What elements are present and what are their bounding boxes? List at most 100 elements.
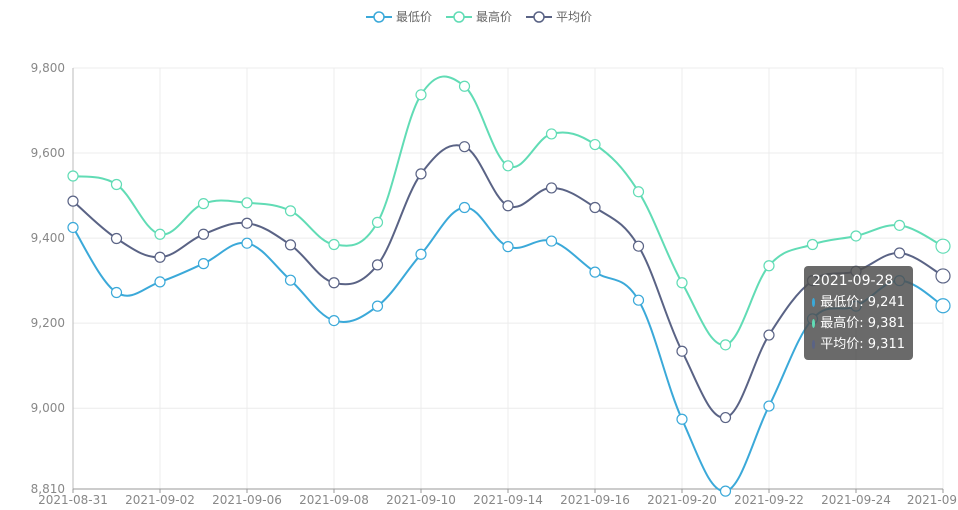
data-point-avg: [284, 239, 297, 251]
data-point-low: [589, 266, 601, 278]
data-point-high: [197, 198, 210, 210]
data-point-high: [935, 238, 951, 254]
data-point-high: [806, 238, 819, 251]
data-point-high: [589, 138, 601, 151]
y-tick-label: 9,600: [31, 146, 65, 160]
data-point-low: [241, 237, 253, 249]
data-point-high: [850, 230, 862, 242]
data-point-avg: [502, 200, 514, 212]
data-point-low: [110, 286, 123, 299]
y-tick-label: 8,810: [31, 482, 65, 496]
line-circle-icon: [365, 10, 392, 23]
data-point-avg: [458, 141, 471, 153]
x-tick-label: 2021-09-20: [647, 493, 717, 507]
data-point-low: [154, 276, 166, 288]
data-point-avg: [893, 247, 906, 259]
data-point-avg: [110, 232, 123, 245]
data-point-high: [545, 128, 558, 140]
data-point-low: [502, 241, 514, 253]
data-point-low: [284, 274, 297, 286]
data-point-low: [935, 298, 951, 314]
series-dot-icon: [812, 319, 816, 328]
data-point-avg: [197, 228, 210, 240]
data-point-avg: [632, 240, 645, 252]
data-point-high: [371, 216, 384, 228]
axes: 9,800 9,600 9,400 9,200 9,000 8,8102021-08-31…: [31, 61, 957, 507]
legend: 最低价 最高价 平均价: [0, 8, 958, 25]
data-point-avg: [154, 251, 166, 263]
data-point-avg: [719, 411, 732, 424]
legend-item-high[interactable]: 最高价: [445, 8, 512, 25]
data-point-low: [328, 315, 340, 327]
data-point-avg: [935, 268, 951, 284]
data-point-low: [458, 201, 471, 214]
data-point-high: [502, 160, 514, 172]
data-point-low: [545, 235, 558, 247]
data-point-high: [154, 228, 166, 240]
data-point-high: [893, 219, 906, 231]
data-point-avg: [676, 345, 688, 357]
series-dot-icon: [812, 298, 816, 307]
data-point-high: [719, 339, 732, 351]
y-tick-label: 9,800: [31, 61, 65, 75]
tooltip-row-avg: 平均价: 9,311: [812, 334, 905, 355]
tooltip: 2021-09-28 最低价: 9,241 最高价: 9,381 平均价: 9,…: [804, 266, 913, 360]
data-point-low: [763, 400, 775, 412]
x-tick-label: 2021-09: [907, 493, 957, 507]
x-tick-label: 2021-09-16: [560, 493, 630, 507]
data-point-high: [328, 238, 340, 251]
x-tick-label: 2021-09-02: [125, 493, 195, 507]
x-tick-label: 2021-09-06: [212, 493, 282, 507]
data-point-low: [719, 485, 732, 497]
data-point-low: [676, 413, 688, 425]
legend-label-avg: 平均价: [556, 10, 593, 24]
y-tick-label: 9,400: [31, 231, 65, 245]
data-point-high: [284, 205, 297, 217]
x-tick-label: 2021-09-24: [821, 493, 891, 507]
x-tick-label: 2021-09-08: [299, 493, 369, 507]
x-tick-label: 2021-09-22: [734, 493, 804, 507]
data-point-high: [241, 197, 253, 209]
data-point-avg: [241, 217, 253, 229]
x-tick-label: 2021-09-10: [386, 493, 456, 507]
series-line-low: [72, 206, 944, 493]
data-point-avg: [589, 201, 601, 214]
data-point-high: [415, 89, 427, 101]
legend-label-low: 最低价: [395, 10, 432, 24]
data-point-low: [632, 294, 645, 306]
data-point-high: [763, 260, 775, 272]
data-point-high: [632, 186, 645, 198]
data-point-avg: [328, 277, 340, 289]
data-point-avg: [371, 259, 384, 271]
x-tick-label: 2021-09-14: [473, 493, 543, 507]
data-point-high: [110, 178, 123, 191]
series-dot-icon: [812, 340, 816, 349]
data-point-low: [67, 221, 79, 234]
data-point-avg: [415, 168, 427, 180]
tooltip-value-avg: 平均价: 9,311: [820, 337, 905, 352]
line-circle-icon: [526, 10, 552, 23]
data-point-avg: [67, 195, 79, 207]
data-point-low: [197, 258, 210, 270]
data-point-low: [415, 248, 427, 260]
y-tick-label: 9,200: [31, 316, 65, 330]
data-point-high: [67, 170, 79, 182]
tooltip-title: 2021-09-28: [812, 273, 894, 289]
y-tick-label: 9,000: [31, 401, 65, 415]
series-line-avg: [72, 144, 944, 419]
data-point-avg: [763, 329, 775, 341]
line-circle-icon: [445, 10, 472, 23]
data-point-avg: [545, 182, 558, 194]
legend-item-avg[interactable]: 平均价: [526, 8, 592, 25]
tooltip-value-high: 最高价: 9,381: [820, 316, 905, 331]
data-point-high: [676, 277, 688, 289]
x-tick-label: 2021-08-31: [38, 493, 108, 507]
legend-label-high: 最高价: [475, 10, 512, 24]
tooltip-row-high: 最高价: 9,381: [812, 313, 905, 334]
data-point-high: [458, 80, 471, 92]
data-point-low: [371, 300, 384, 312]
tooltip-value-low: 最低价: 9,241: [820, 295, 905, 310]
legend-item-low[interactable]: 最低价: [365, 8, 432, 25]
tooltip-row-low: 最低价: 9,241: [812, 292, 905, 313]
